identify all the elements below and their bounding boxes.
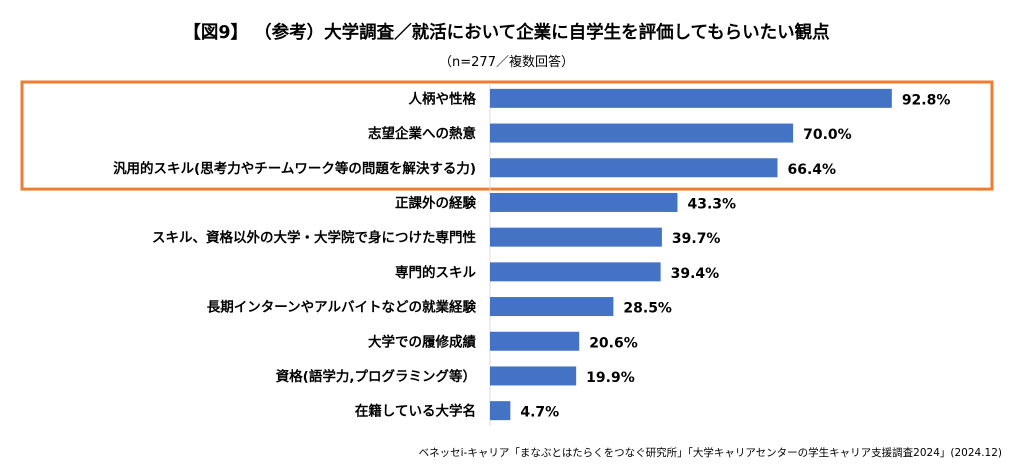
category-label: スキル、資格以外の大学・大学院で身につけた専門性 <box>152 229 476 246</box>
value-label: 39.4% <box>671 266 720 282</box>
bar <box>490 297 614 317</box>
value-label: 92.8% <box>902 92 951 108</box>
value-label: 19.9% <box>586 370 635 386</box>
category-label: 在籍している大学名 <box>355 403 476 420</box>
chart-source: ベネッセi-キャリア「まなぶとはたらくをつなぐ研究所」「大学キャリアセンターの学… <box>419 446 1002 459</box>
value-label: 43.3% <box>687 196 736 212</box>
bar <box>490 158 778 178</box>
value-label: 70.0% <box>803 127 852 143</box>
category-label: 志望企業への熱意 <box>368 125 476 142</box>
bar <box>490 366 577 386</box>
bar <box>490 192 678 212</box>
chart-title: 【図9】 （参考）大学調査／就活において企業に自学生を評価してもらいたい観点 <box>183 22 830 43</box>
category-label: 長期インターンやアルバイトなどの就業経験 <box>207 299 477 316</box>
bar <box>490 88 892 108</box>
bar <box>490 123 794 143</box>
category-label: 人柄や性格 <box>409 90 477 107</box>
value-label: 4.7% <box>520 405 559 421</box>
bars-group: 人柄や性格 92.8% 志望企業への熱意 70.0% 汎用的スキル(思考力やチームワーク… <box>113 88 951 421</box>
value-label: 20.6% <box>589 335 638 351</box>
category-label: 資格(語学力,プログラミング等） <box>276 368 476 385</box>
category-label: 専門的スキル <box>395 264 476 281</box>
category-label: 大学での履修成績 <box>368 333 476 350</box>
category-label: 正課外の経験 <box>395 194 476 211</box>
bar <box>490 262 661 282</box>
bar <box>490 227 662 247</box>
value-label: 39.7% <box>672 231 721 247</box>
category-label: 汎用的スキル(思考力やチームワーク等の問題を解決する力) <box>113 160 476 177</box>
value-label: 28.5% <box>623 301 672 317</box>
chart-subtitle: （n=277／複数回答） <box>439 54 574 70</box>
bar <box>490 401 511 421</box>
value-label: 66.4% <box>788 162 837 178</box>
highlight-box <box>20 80 994 191</box>
bar <box>490 331 580 351</box>
